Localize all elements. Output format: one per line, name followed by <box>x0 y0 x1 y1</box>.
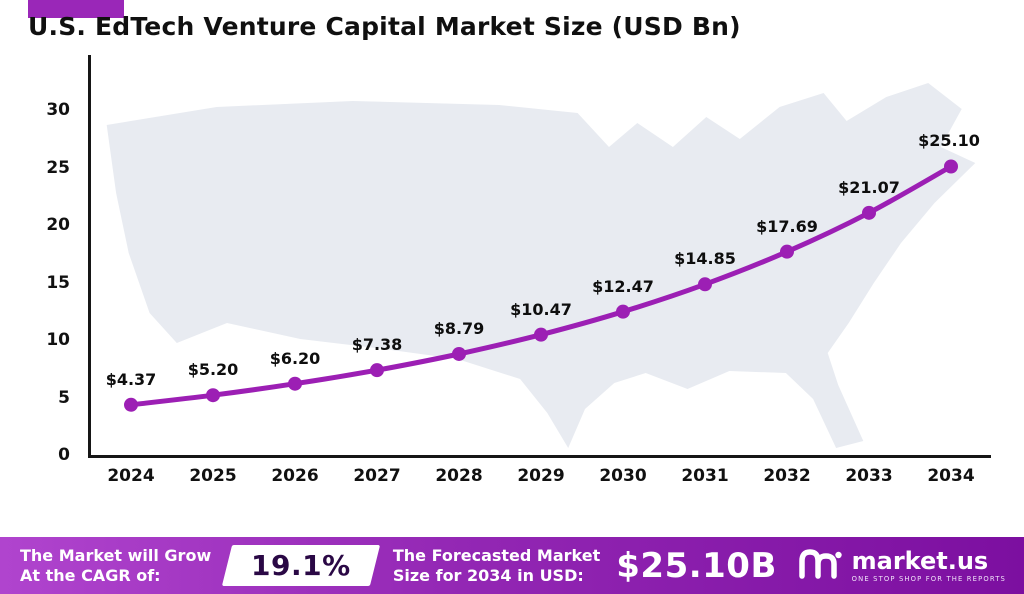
x-tick-label-2026: 2026 <box>271 466 319 486</box>
point-label-2027: $7.38 <box>351 335 403 355</box>
point-label-2025: $5.20 <box>187 360 239 380</box>
x-tick-label-2029: 2029 <box>517 466 565 486</box>
point-label-2029: $10.47 <box>510 299 572 319</box>
point-label-2032: $17.69 <box>756 216 818 236</box>
data-point-2030 <box>616 304 630 319</box>
footer-banner: The Market will Grow At the CAGR of: 19.… <box>0 537 1024 594</box>
x-tick-label-2030: 2030 <box>599 466 647 486</box>
chart-title: U.S. EdTech Venture Capital Market Size … <box>28 12 741 41</box>
market-us-logo-icon <box>797 546 843 586</box>
x-tick-label-2033: 2033 <box>845 466 893 486</box>
x-tick-label-2024: 2024 <box>107 466 155 486</box>
point-label-2034: $25.10 <box>918 131 980 151</box>
cagr-label-line1: The Market will Grow <box>20 545 212 565</box>
forecast-label: The Forecasted Market Size for 2034 in U… <box>393 546 600 586</box>
x-tick-label-2025: 2025 <box>189 466 237 486</box>
data-point-2027 <box>370 363 384 378</box>
x-tick-label-2034: 2034 <box>927 466 975 486</box>
data-point-2031 <box>698 277 712 292</box>
data-point-2028 <box>452 346 466 361</box>
x-tick-label-2028: 2028 <box>435 466 483 486</box>
x-tick-label-2031: 2031 <box>681 466 729 486</box>
y-axis: 0 5 10 15 20 25 30 <box>30 55 80 465</box>
data-point-2032 <box>780 244 794 259</box>
data-point-2025 <box>206 388 220 403</box>
point-label-2030: $12.47 <box>592 276 654 296</box>
forecast-label-line2: Size for 2034 in USD: <box>392 565 584 585</box>
point-label-2031: $14.85 <box>674 249 736 269</box>
brand-name: market.us <box>851 546 989 575</box>
cagr-value: 19.1% <box>251 549 351 582</box>
data-point-2029 <box>534 327 548 342</box>
data-point-2024 <box>124 397 138 412</box>
point-label-2033: $21.07 <box>838 177 900 197</box>
forecast-value: $25.10B <box>616 545 777 586</box>
data-point-2033 <box>862 205 876 220</box>
forecast-label-line1: The Forecasted Market <box>392 545 601 565</box>
brand-text: market.us ONE STOP SHOP FOR THE REPORTS <box>852 549 1006 583</box>
line-chart-svg <box>106 83 976 448</box>
cagr-label: The Market will Grow At the CAGR of: <box>20 546 211 586</box>
x-axis: 2024 2025 2026 2027 2028 2029 2030 2031 2032 2033… <box>91 466 991 496</box>
y-tick-label-25: 25 <box>46 157 70 178</box>
point-label-2024: $4.37 <box>105 369 157 389</box>
us-map-silhouette <box>106 83 976 448</box>
data-point-2034 <box>944 159 958 174</box>
data-point-2026 <box>288 376 302 391</box>
x-tick-label-2027: 2027 <box>353 466 401 486</box>
cagr-label-line2: At the CAGR of: <box>20 565 161 585</box>
title-accent-bar <box>28 0 124 18</box>
plot-area: $4.37 $5.20 $6.20 $7.38 $8.79 $10.47 $12.47 $14… <box>88 55 991 458</box>
brand-logo: market.us ONE STOP SHOP FOR THE REPORTS <box>797 546 1006 586</box>
point-label-2026: $6.20 <box>269 348 321 368</box>
y-tick-label-0: 0 <box>58 445 70 465</box>
y-tick-label-20: 20 <box>46 215 70 236</box>
x-tick-label-2032: 2032 <box>763 466 811 486</box>
y-tick-label-15: 15 <box>46 272 70 293</box>
y-tick-label-5: 5 <box>58 387 70 408</box>
point-label-2028: $8.79 <box>433 318 485 338</box>
cagr-value-box: 19.1% <box>222 545 380 586</box>
y-tick-label-10: 10 <box>46 330 70 351</box>
brand-tagline: ONE STOP SHOP FOR THE REPORTS <box>851 574 1006 583</box>
y-tick-label-30: 30 <box>46 100 70 121</box>
